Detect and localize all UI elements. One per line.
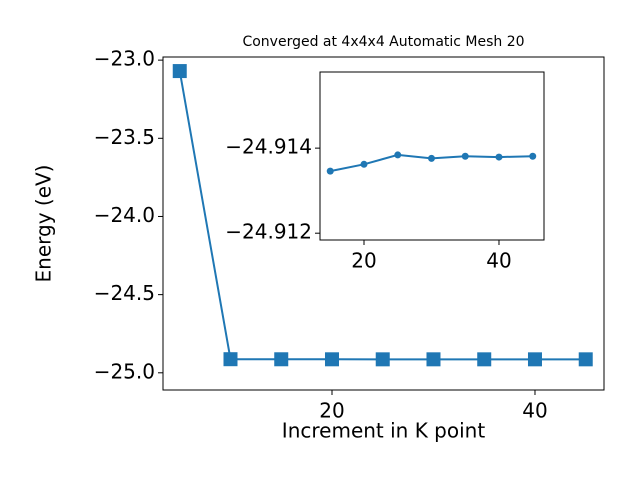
marker	[427, 154, 435, 162]
y-tick-label: −24.912	[225, 220, 312, 244]
marker	[529, 152, 537, 160]
marker	[324, 352, 339, 367]
x-tick-label: 40	[522, 399, 547, 423]
marker	[578, 352, 593, 367]
marker	[223, 352, 238, 367]
y-tick-label: −23.0	[94, 47, 155, 71]
chart-title: Converged at 4x4x4 Automatic Mesh 20	[242, 34, 524, 50]
y-tick-label: −24.914	[225, 135, 312, 159]
marker	[394, 151, 402, 159]
x-tick-label: 20	[351, 249, 376, 273]
marker	[527, 352, 542, 367]
x-tick-label: 40	[486, 249, 511, 273]
x-tick-label: 20	[319, 399, 344, 423]
y-tick-label: −24.5	[94, 281, 155, 305]
x-axis-label: Increment in K point	[282, 419, 486, 443]
y-tick-label: −25.0	[94, 359, 155, 383]
y-axis-label: Energy (eV)	[32, 165, 56, 283]
marker	[172, 64, 187, 79]
marker	[360, 160, 368, 168]
marker	[375, 352, 390, 367]
marker	[426, 352, 441, 367]
marker	[326, 167, 334, 175]
marker	[461, 152, 469, 160]
marker	[477, 352, 492, 367]
marker	[495, 153, 503, 161]
marker	[274, 352, 289, 367]
y-tick-label: −23.5	[94, 125, 155, 149]
y-tick-label: −24.0	[94, 203, 155, 227]
